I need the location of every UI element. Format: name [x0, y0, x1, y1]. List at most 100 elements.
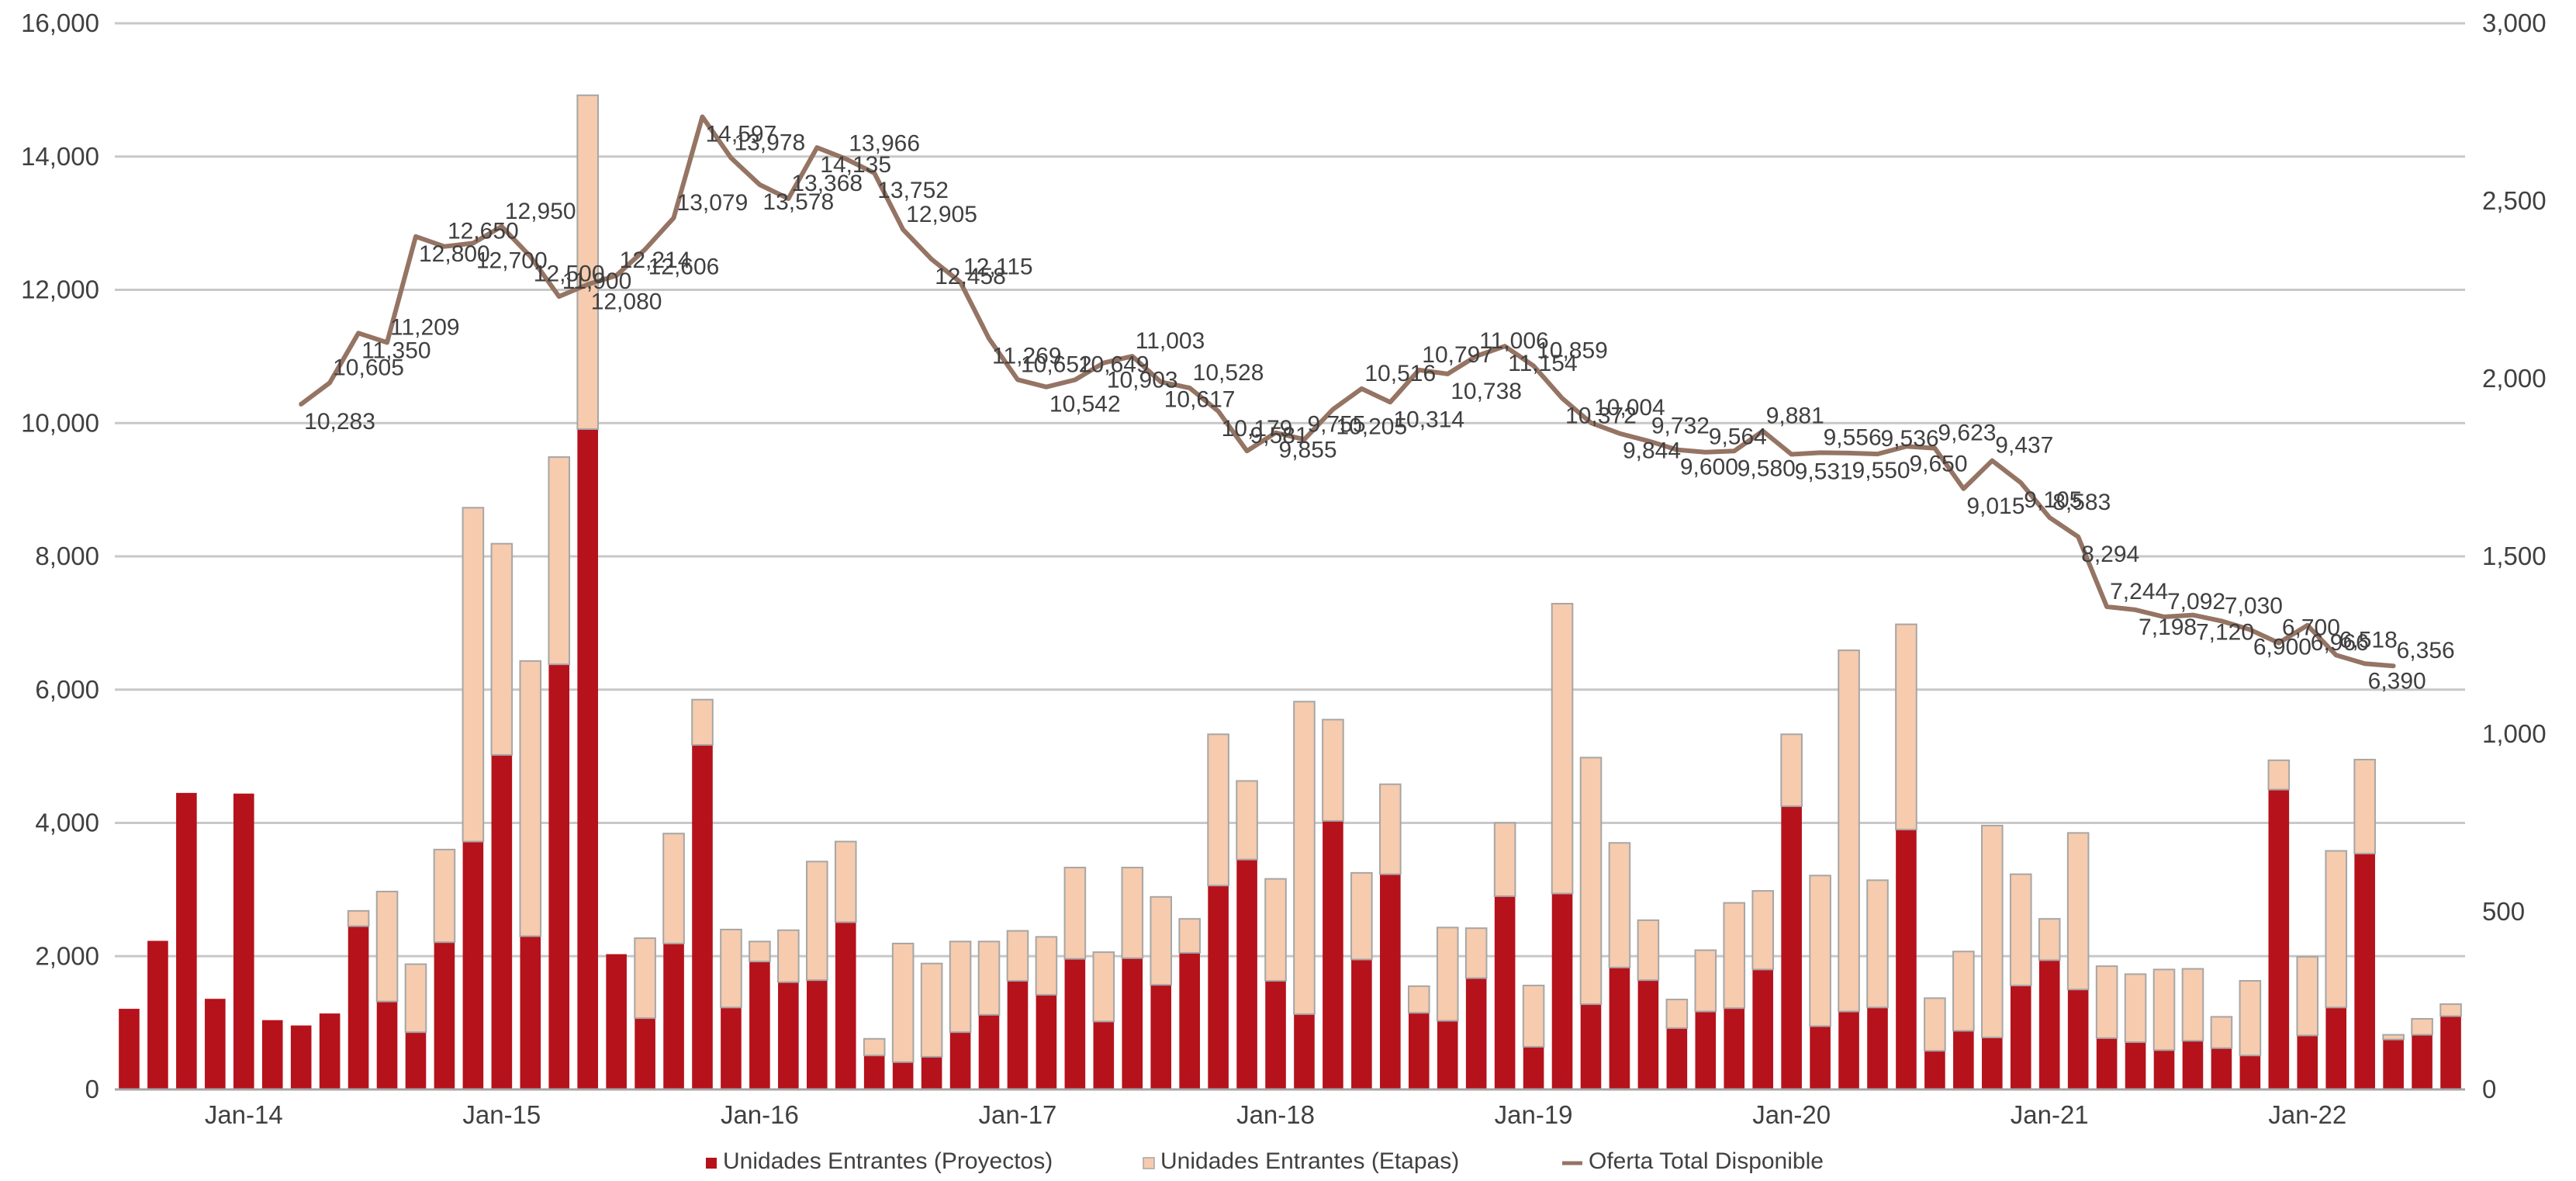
bar-proyectos	[1523, 1047, 1544, 1089]
line-data-label: 9,581	[1250, 423, 1309, 449]
bar-proyectos	[1924, 1051, 1945, 1089]
bar-etapas	[720, 928, 742, 1009]
line-data-label: 11,269	[992, 343, 1062, 369]
line-data-label: 11,154	[1508, 351, 1578, 376]
bar-etapas	[519, 660, 542, 937]
line-data-label: 12,905	[906, 202, 977, 227]
bar-etapas	[347, 909, 370, 927]
bar-etapas	[634, 937, 656, 1020]
line-data-label: 7,120	[2196, 620, 2254, 646]
line-data-label: 9,855	[1279, 438, 1337, 463]
bar-etapas	[1464, 927, 1488, 979]
line-data-label: 10,004	[1594, 395, 1665, 421]
y-left-tick-label: 14,000	[21, 142, 99, 171]
x-tick-label: Jan-14	[205, 1100, 283, 1129]
bar-etapas	[863, 1037, 886, 1057]
line-data-label: 10,205	[1336, 414, 1407, 440]
legend-swatch-etapas	[1143, 1157, 1155, 1169]
line-data-label: 10,903	[1107, 368, 1178, 393]
bar-proyectos	[1064, 958, 1086, 1089]
bar-etapas	[834, 840, 857, 923]
bar-proyectos	[1408, 1013, 1430, 1089]
bar-etapas	[404, 963, 427, 1034]
bar-etapas	[1952, 951, 1975, 1032]
bar-proyectos	[778, 982, 799, 1089]
line-data-label: 9,105	[2024, 487, 2082, 513]
line-series-oferta	[299, 114, 2396, 669]
x-tick-label: Jan-16	[721, 1100, 799, 1129]
bar-etapas	[1178, 918, 1201, 954]
bar-proyectos	[921, 1056, 942, 1089]
bar-proyectos	[119, 1009, 140, 1089]
bar-etapas	[2066, 832, 2090, 991]
line-data-label: 11,209	[390, 314, 460, 340]
bar-proyectos	[1179, 952, 1200, 1089]
bar-proyectos	[1351, 959, 1372, 1089]
line-data-label: 10,179	[1222, 416, 1293, 442]
bar-etapas	[1780, 733, 1803, 808]
line-data-label: 10,738	[1451, 379, 1522, 404]
line-data-label: 13,978	[734, 130, 805, 156]
bar-proyectos	[1294, 1013, 1315, 1089]
line-data-label: 6,356	[2397, 638, 2455, 663]
bar-proyectos	[1465, 978, 1487, 1089]
bar-etapas	[548, 456, 571, 666]
line-data-label: 10,859	[1537, 338, 1608, 363]
bar-proyectos	[1208, 885, 1229, 1089]
bar-proyectos	[1982, 1037, 2003, 1089]
x-tick-label: Jan-21	[2011, 1100, 2089, 1129]
line-data-label: 10,652	[1021, 352, 1092, 377]
bar-etapas	[1522, 985, 1545, 1048]
line-data-label: 13,578	[762, 189, 834, 215]
bar-etapas	[1150, 895, 1173, 986]
bar-etapas	[1092, 951, 1115, 1023]
bar-etapas	[1751, 890, 1774, 971]
bar-etapas	[1236, 780, 1258, 861]
bar-proyectos	[1437, 1020, 1458, 1089]
bar-proyectos	[290, 1025, 312, 1089]
bar-series	[119, 94, 2462, 1089]
x-tick-label: Jan-20	[1752, 1100, 1831, 1129]
line-data-label: 9,755	[1307, 411, 1365, 437]
bar-etapas	[891, 942, 915, 1063]
bar-etapas	[2038, 918, 2061, 961]
bar-proyectos	[176, 792, 197, 1089]
line-data-label: 7,198	[2139, 615, 2197, 640]
bar-etapas	[1322, 719, 1344, 822]
bar-etapas	[1293, 701, 1316, 1015]
bar-proyectos	[863, 1055, 885, 1089]
bar-proyectos	[376, 1001, 398, 1089]
bar-proyectos	[1666, 1027, 1688, 1089]
bar-proyectos	[261, 1020, 283, 1089]
bar-proyectos	[2383, 1039, 2404, 1089]
line-data-label: 9,881	[1766, 403, 1824, 428]
x-tick-label: Jan-22	[2268, 1100, 2346, 1129]
line-data-label: 12,606	[648, 254, 720, 279]
line-data-label: 8,294	[2081, 542, 2139, 567]
line-data-label: 7,244	[2110, 579, 2168, 604]
line-oferta-total	[299, 114, 2396, 669]
line-data-label: 9,437	[1995, 433, 2053, 459]
bar-etapas	[1866, 879, 1889, 1009]
legend-item-etapas: Unidades Entrantes (Etapas)	[1143, 1148, 1459, 1174]
bar-etapas	[1207, 733, 1229, 887]
line-data-label: 10,605	[333, 355, 404, 380]
line-data-label: 13,079	[677, 190, 749, 216]
line-data-label: 9,844	[1623, 438, 1681, 464]
bar-etapas	[2210, 1016, 2233, 1049]
y-right-tick-label: 1,000	[2482, 719, 2547, 748]
bar-proyectos	[2010, 985, 2031, 1089]
bar-proyectos	[1494, 895, 1516, 1089]
bar-etapas	[662, 833, 685, 944]
line-data-label: 6,966	[2311, 630, 2369, 656]
line-data-label: 9,531	[1795, 459, 1853, 485]
bar-proyectos	[1380, 874, 1401, 1089]
y-left-tick-label: 12,000	[21, 275, 99, 304]
bar-etapas	[1608, 842, 1631, 968]
line-data-label: 9,600	[1680, 455, 1738, 480]
bar-proyectos	[2325, 1007, 2347, 1089]
bar-proyectos	[749, 961, 770, 1089]
bar-etapas	[2325, 850, 2348, 1009]
legend-swatch-proyectos	[706, 1158, 717, 1169]
